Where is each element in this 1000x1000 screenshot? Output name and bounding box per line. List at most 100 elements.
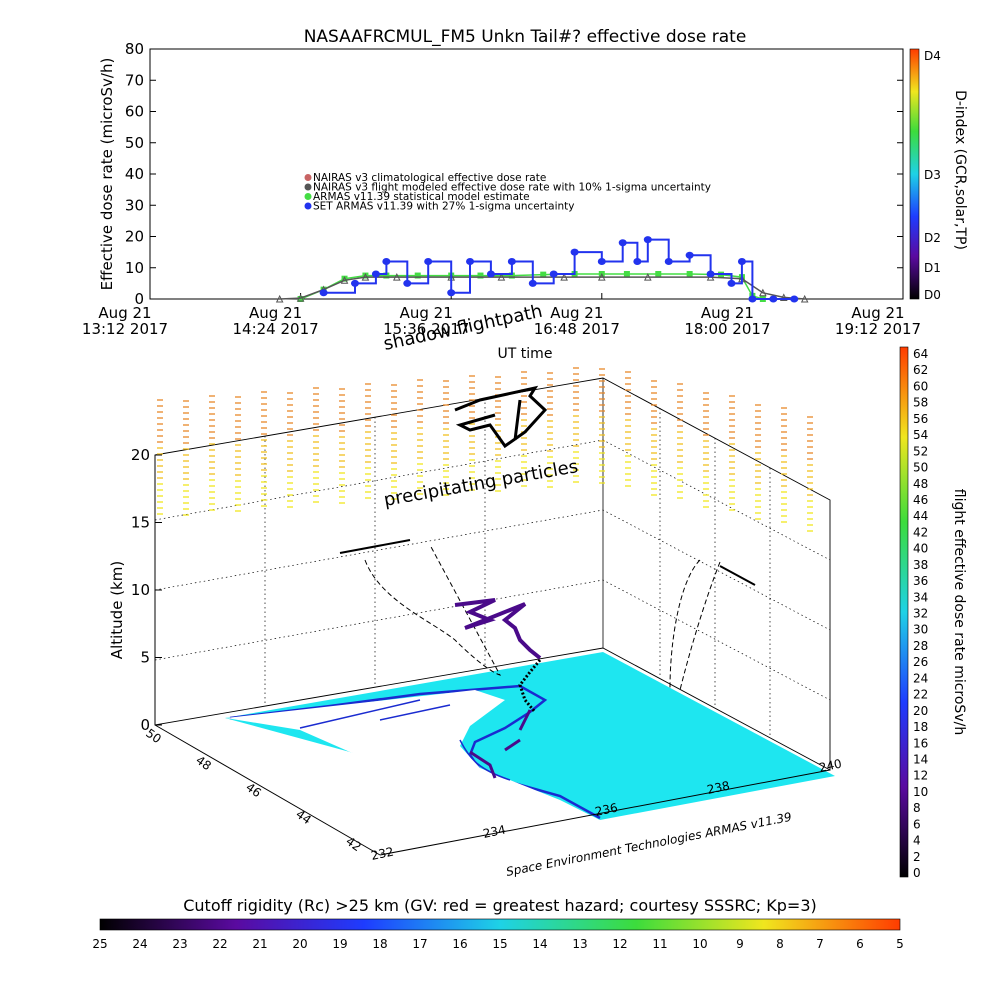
d-index-tick-label: D1: [924, 261, 941, 275]
dose-colorbar-fill: [899, 346, 909, 878]
cutoff-rigidity-tick-label: 19: [332, 937, 347, 951]
data-point: [655, 271, 662, 277]
dose-colorbar-tick-label: 26: [913, 655, 928, 669]
data-point: [507, 258, 516, 265]
dose-colorbar-tick-label: 6: [913, 817, 921, 831]
cutoff-rigidity-tick-label: 17: [412, 937, 427, 951]
data-point: [644, 273, 652, 281]
dose-colorbar-tick-label: 40: [913, 542, 928, 556]
data-point: [790, 295, 799, 303]
z-tick-label: 15: [131, 514, 150, 532]
d-index-label: D-index (GCR,solar,TP): [952, 90, 968, 250]
data-point: [350, 279, 359, 287]
dose-colorbar-tick-label: 32: [913, 607, 928, 621]
dose-colorbar-tick-label: 42: [913, 525, 928, 539]
cutoff-rigidity-label: Cutoff rigidity (Rc) >25 km (GV: red = g…: [183, 896, 817, 915]
lon-tick-label: 238: [706, 778, 731, 796]
data-point: [597, 258, 606, 265]
z-tick-label: 0: [140, 716, 150, 734]
dose-colorbar-tick-label: 58: [913, 396, 928, 410]
y-tick-label: 30: [125, 196, 144, 214]
data-point: [597, 273, 606, 281]
data-point: [686, 271, 693, 277]
legend-marker: [304, 202, 312, 210]
dose-colorbar-tick-label: 64: [913, 347, 928, 361]
d-index-tick-label: D0: [924, 288, 941, 302]
cutoff-rigidity-tick-label: 8: [776, 937, 784, 951]
cutoff-rigidity-tick-label: 13: [572, 937, 587, 951]
y-tick-label: 50: [125, 134, 144, 152]
dose-colorbar-tick-label: 24: [913, 671, 928, 685]
data-point: [737, 258, 746, 265]
legend-label: ARMAS v11.39 statistical model estimate: [313, 191, 530, 203]
y-axis-ticks: 0 10 20 30 40 50 60 70 80: [125, 40, 903, 308]
cutoff-rigidity-tick-label: 16: [452, 937, 467, 951]
x-axis-label: UT time: [498, 346, 553, 362]
ground-track: [469, 709, 532, 779]
dose-colorbar-label: flight effective dose rate microSv/h: [951, 489, 967, 735]
dose-colorbar-tick-label: 10: [913, 785, 928, 799]
d-index-colorbar-fill: [909, 48, 920, 300]
x-tick-label-line1: Aug 21: [249, 304, 302, 322]
dose-colorbar-ticks: 0246810121416182022242628303234363840424…: [913, 347, 928, 880]
x-tick-label-line1: Aug 21: [550, 304, 603, 322]
cutoff-rigidity-tick-label: 10: [692, 937, 707, 951]
data-point: [643, 236, 652, 244]
dose-colorbar-tick-label: 0: [913, 866, 921, 880]
y-axis-label: Effective dose rate (microSv/h): [98, 58, 116, 291]
data-point: [800, 294, 809, 303]
flightpath-descent: [518, 659, 542, 713]
cutoff-rigidity-tick-label: 15: [492, 937, 507, 951]
data-point: [748, 295, 757, 303]
dose-colorbar-tick-label: 20: [913, 704, 928, 718]
dose-colorbar-tick-label: 22: [913, 688, 928, 702]
dose-colorbar-tick-label: 48: [913, 477, 928, 491]
lon-tick-label: 240: [818, 756, 843, 774]
z-tick-label: 20: [131, 446, 150, 464]
data-point: [779, 293, 788, 301]
z-tick-label: 5: [140, 649, 150, 667]
cutoff-rigidity-tick-label: 23: [172, 937, 187, 951]
dose-colorbar-tick-label: 60: [913, 379, 928, 393]
data-point: [477, 272, 484, 279]
dose-colorbar-tick-label: 18: [913, 720, 928, 734]
legend: NAIRAS v3 climatological effective dose …: [304, 172, 711, 213]
legend-label: SET ARMAS v11.39 with 27% 1-sigma uncert…: [313, 201, 575, 213]
y-tick-label: 70: [125, 71, 144, 89]
cutoff-rigidity-tick-label: 18: [372, 937, 387, 951]
data-point: [319, 289, 328, 297]
y-tick-label: 20: [125, 228, 144, 246]
data-point: [706, 270, 715, 278]
dose-colorbar-tick-label: 4: [913, 834, 921, 848]
chart-title: NASAAFRCMUL_FM5 Unkn Tail#? effective do…: [304, 27, 747, 47]
data-point: [297, 296, 304, 302]
data-point: [414, 272, 421, 279]
lat-tick-label: 44: [293, 807, 314, 827]
x-tick-label-line2: 16:48 2017: [534, 320, 620, 338]
lon-tick-label: 236: [594, 800, 619, 818]
legend-marker: [304, 174, 312, 181]
data-point: [361, 273, 370, 281]
data-point: [447, 289, 456, 297]
cutoff-rigidity-tick-label: 22: [212, 937, 227, 951]
flightpath-altitude-dashed: [364, 544, 502, 676]
shadow-flightpath: [454, 385, 548, 449]
series-group: [275, 236, 809, 303]
y-tick-label: 80: [125, 40, 144, 58]
x-tick-label-line1: Aug 21: [98, 304, 151, 322]
lat-tick-label: 46: [243, 780, 264, 800]
data-point: [341, 275, 348, 282]
data-point: [382, 258, 391, 265]
x-tick-label-line2: 14:24 2017: [233, 320, 319, 338]
credit-text: Space Environment Technologies ARMAS v11…: [505, 810, 793, 879]
x-tick-label-line1: Aug 21: [851, 304, 904, 322]
altitude-ticks: 0 5 10 15 20: [131, 446, 162, 734]
dose-colorbar-tick-label: 30: [913, 623, 928, 637]
lat-axis: [154, 724, 381, 856]
x-tick-label-line1: Aug 21: [400, 304, 453, 322]
y-tick-label: 10: [125, 259, 144, 277]
data-point: [340, 276, 349, 284]
data-point: [618, 239, 627, 247]
